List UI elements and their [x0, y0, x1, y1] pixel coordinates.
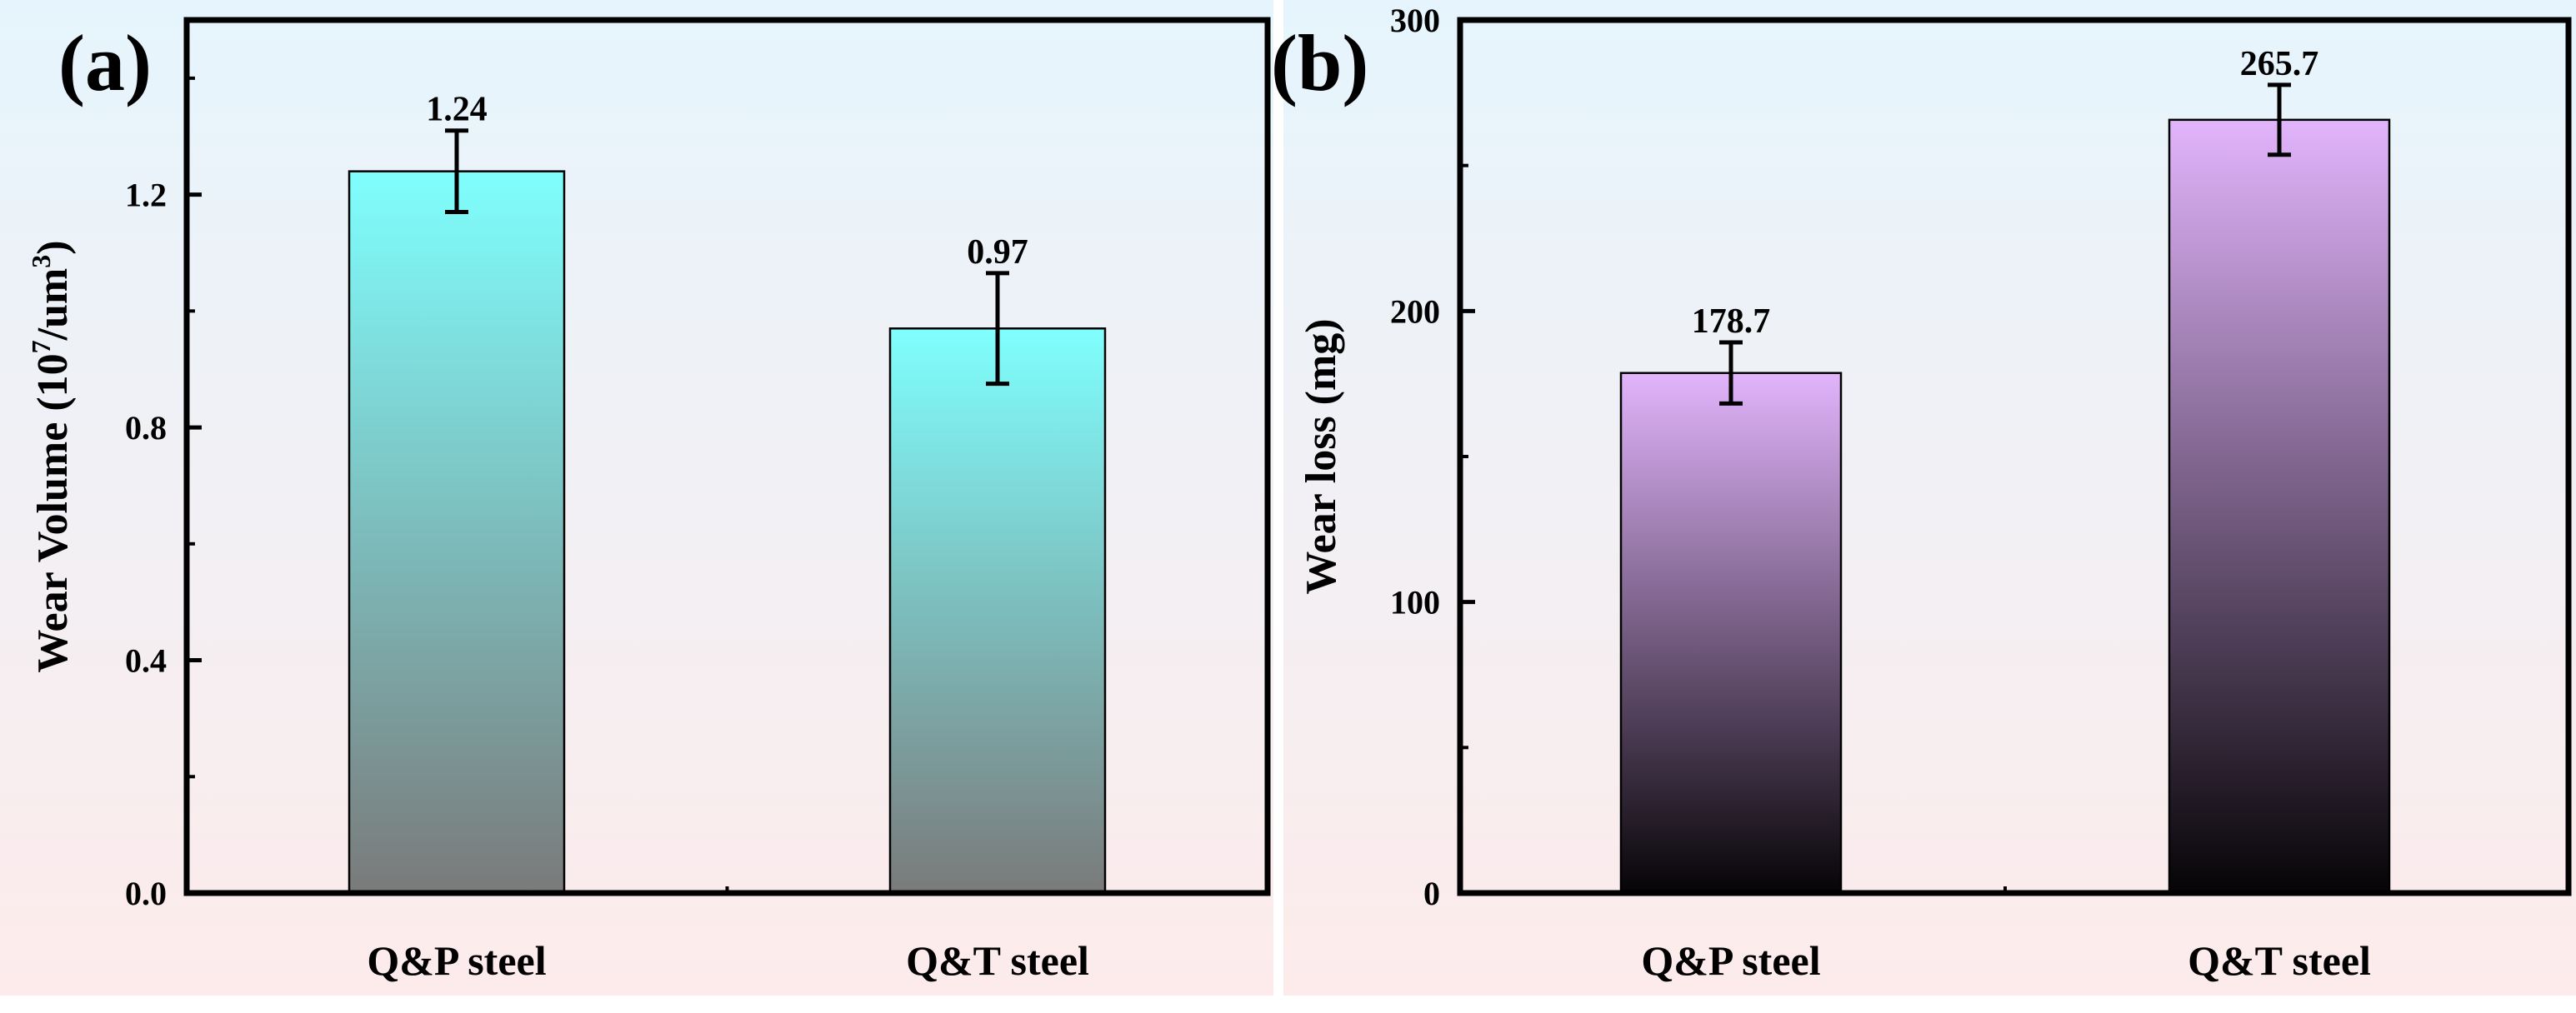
bar-qt-steel	[2168, 118, 2391, 895]
panel-a-bars: 1.24 Q&P steel 0.97 Q&T steel	[348, 91, 1107, 984]
data-label: 265.7	[2240, 45, 2319, 83]
panel-b-bars: 178.7 Q&P steel 265.7 Q&T steel	[1619, 45, 2391, 984]
y-tick-label: 200	[1390, 292, 1440, 330]
bar-qt-steel	[888, 327, 1107, 895]
category-label: Q&T steel	[906, 937, 1089, 984]
category-label: Q&P steel	[367, 937, 546, 984]
panel-b-label: (b)	[1271, 18, 1368, 107]
chart-panel-a: (a) 0.0 0.4 0.8 1.2 1.24 Q&P steel 0.97 Q&T st…	[0, 0, 1273, 996]
panel-b-plot-frame	[1457, 17, 2572, 896]
data-label: 1.24	[426, 91, 488, 129]
bar-qp-steel	[348, 170, 566, 895]
panel-a-plot-frame	[183, 17, 1271, 896]
y-tick-label: 0.4	[125, 642, 167, 680]
chart-panel-b: (b) 0 100 200 300 178.7 Q&P steel 265.7 Q&T st…	[1271, 0, 2576, 996]
data-label: 0.97	[967, 233, 1028, 272]
bar-qp-steel	[1619, 372, 1843, 895]
category-label: Q&P steel	[1641, 937, 1820, 984]
panel-b-y-ticks: 0 100 200 300	[1390, 2, 2281, 912]
y-tick-label: 300	[1390, 2, 1440, 39]
y-tick-label: 0	[1423, 875, 1440, 912]
panel-a-label: (a)	[58, 18, 152, 107]
y-tick-label: 0.0	[125, 875, 167, 912]
panel-a-y-axis-title: Wear Volume (107/um3)	[26, 240, 77, 672]
y-tick-label: 1.2	[125, 177, 167, 214]
category-label: Q&T steel	[2188, 937, 2371, 984]
data-label: 178.7	[1692, 302, 1771, 341]
y-tick-label: 100	[1390, 584, 1440, 621]
panel-b-y-axis-title: Wear loss (mg)	[1298, 318, 1345, 594]
y-tick-label: 0.8	[125, 409, 167, 447]
